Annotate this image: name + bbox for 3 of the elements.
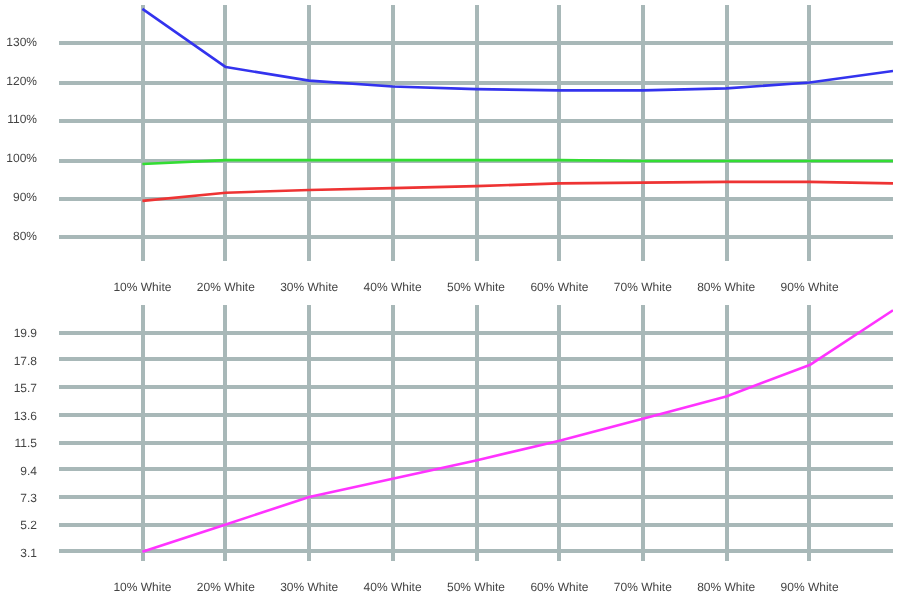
line-series [141, 308, 893, 554]
line-series [141, 7, 893, 92]
line-series [141, 180, 893, 203]
